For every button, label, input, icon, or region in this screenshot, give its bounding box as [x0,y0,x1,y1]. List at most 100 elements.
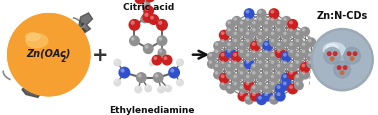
Circle shape [246,96,249,100]
Circle shape [240,86,243,89]
Circle shape [277,22,280,25]
Circle shape [257,74,266,83]
Circle shape [269,81,279,91]
Circle shape [302,29,305,32]
Circle shape [335,63,349,77]
Circle shape [148,15,159,26]
Circle shape [287,20,298,31]
Circle shape [257,81,266,91]
Circle shape [269,59,279,69]
Circle shape [158,22,162,26]
Circle shape [215,50,218,54]
Circle shape [269,31,279,41]
Circle shape [238,20,248,30]
Circle shape [246,32,249,36]
Circle shape [232,31,242,41]
Circle shape [250,41,261,52]
Circle shape [283,82,287,86]
Circle shape [275,20,285,30]
Circle shape [275,42,285,51]
Circle shape [129,20,140,32]
Circle shape [159,87,161,90]
Circle shape [226,70,235,80]
Circle shape [240,50,243,54]
Circle shape [226,20,235,30]
Circle shape [265,64,268,68]
Circle shape [337,66,342,70]
Circle shape [343,47,361,65]
Circle shape [234,32,237,36]
Circle shape [271,61,274,64]
Circle shape [158,49,166,58]
Circle shape [246,75,249,79]
Circle shape [262,91,273,102]
Circle shape [145,46,149,49]
Polygon shape [22,85,40,98]
Circle shape [283,18,287,22]
Circle shape [136,87,138,90]
Circle shape [156,36,167,47]
Circle shape [300,62,311,73]
Circle shape [282,31,291,41]
Circle shape [244,52,254,62]
Circle shape [250,70,260,80]
Circle shape [353,52,358,57]
Circle shape [333,61,351,79]
Circle shape [252,64,256,68]
Circle shape [232,59,242,69]
Circle shape [252,86,256,89]
Circle shape [302,64,305,68]
Circle shape [45,51,53,59]
Circle shape [246,54,249,57]
Circle shape [246,60,249,64]
Circle shape [136,72,147,83]
Circle shape [258,82,262,86]
Circle shape [300,27,310,37]
Circle shape [302,43,305,46]
Circle shape [288,63,297,73]
Circle shape [227,50,231,54]
Circle shape [143,3,146,6]
Circle shape [250,63,260,73]
Circle shape [271,96,274,100]
Circle shape [265,86,268,89]
Circle shape [283,75,287,79]
Circle shape [209,54,212,57]
Circle shape [282,38,291,48]
Circle shape [300,49,310,59]
Circle shape [233,53,237,57]
Circle shape [244,38,254,48]
Circle shape [287,84,298,95]
Circle shape [281,52,292,63]
Circle shape [221,82,225,86]
Circle shape [289,85,293,89]
Circle shape [294,74,304,83]
Circle shape [176,79,184,87]
Circle shape [265,72,268,75]
Circle shape [271,82,274,86]
Circle shape [277,50,280,54]
Circle shape [226,84,235,94]
Circle shape [258,18,262,22]
Circle shape [263,84,273,94]
Circle shape [121,69,125,73]
Circle shape [215,72,218,75]
Circle shape [238,42,248,51]
Circle shape [244,74,254,83]
Circle shape [287,70,298,80]
Circle shape [20,26,78,84]
Circle shape [234,82,237,86]
Circle shape [238,63,248,73]
Circle shape [234,18,237,22]
Circle shape [281,73,292,84]
Circle shape [258,75,262,79]
Circle shape [150,62,152,64]
Circle shape [146,86,149,89]
Circle shape [244,31,254,41]
Circle shape [143,6,154,17]
Circle shape [219,81,229,91]
Circle shape [215,64,218,68]
Circle shape [15,22,82,88]
Circle shape [159,50,162,53]
Circle shape [265,22,268,25]
